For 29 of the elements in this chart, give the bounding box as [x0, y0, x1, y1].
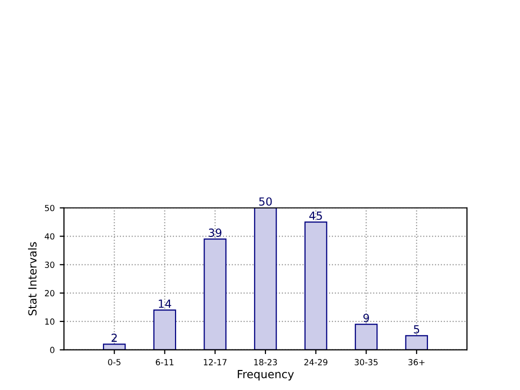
y-axis-title: Stat Intervals [28, 242, 37, 316]
data-label: 50 [259, 197, 272, 206]
bar [354, 324, 378, 350]
x-tick-label: 6-11 [156, 359, 174, 366]
x-tick-label: 30-35 [354, 359, 378, 366]
y-tick-label: 10 [45, 318, 54, 325]
x-tick-label: 0-5 [108, 359, 120, 366]
bar [254, 208, 277, 350]
data-label: 39 [208, 228, 222, 237]
data-label: 14 [158, 300, 172, 308]
y-tick-label: 50 [44, 204, 54, 212]
data-label: 2 [112, 334, 117, 342]
bar [304, 222, 328, 350]
bar [153, 310, 176, 350]
y-tick-label: 0 [50, 346, 54, 354]
bar [102, 344, 126, 350]
x-axis-title: Frequency [238, 370, 294, 380]
data-label: 9 [363, 314, 369, 322]
x-tick-label: 18-23 [254, 359, 277, 366]
y-tick-label: 40 [44, 233, 54, 240]
x-tick-label: 24-29 [304, 359, 328, 366]
x-tick-label: 36+ [408, 359, 424, 366]
bar [405, 335, 428, 350]
y-tick-label: 20 [44, 290, 54, 296]
y-tick-label: 30 [44, 262, 54, 268]
x-tick-label: 12-17 [204, 359, 226, 366]
data-label: 5 [414, 325, 420, 334]
bar [204, 238, 226, 350]
data-label: 45 [309, 212, 322, 220]
